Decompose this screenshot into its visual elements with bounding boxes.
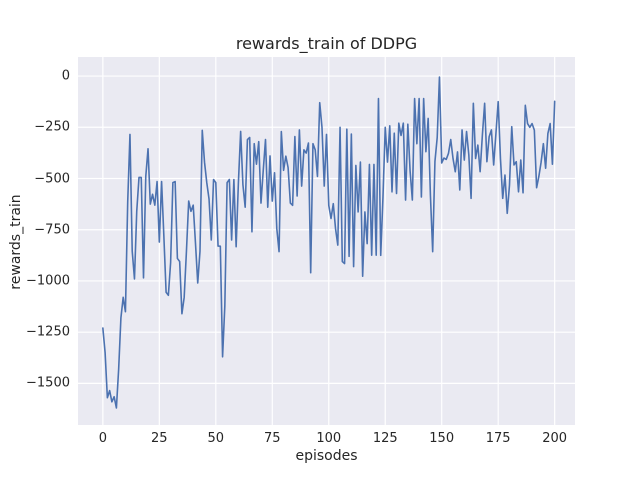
x-tick-label: 200 <box>542 431 568 446</box>
y-tick-label: 0 <box>61 68 70 84</box>
x-tick-label: 100 <box>316 431 342 446</box>
x-tick-label: 175 <box>485 431 511 446</box>
reward-line-chart <box>78 57 575 425</box>
series-line-rewards_train <box>102 76 556 409</box>
y-tick-label: −1250 <box>26 324 70 340</box>
plot-area <box>78 57 575 425</box>
y-tick-label: −1000 <box>26 273 70 289</box>
x-tick-label: 0 <box>98 431 107 446</box>
x-tick-label: 25 <box>151 431 168 446</box>
x-tick-label: 150 <box>429 431 455 446</box>
x-tick-label: 75 <box>264 431 281 446</box>
x-tick-label: 125 <box>372 431 398 446</box>
y-tick-label: −750 <box>34 222 70 238</box>
chart-title: rewards_train of DDPG <box>235 34 418 53</box>
x-tick-label: 50 <box>207 431 225 446</box>
y-tick-label: −250 <box>34 119 70 135</box>
y-tick-label: −500 <box>34 171 70 186</box>
x-axis-label: episodes <box>295 448 358 464</box>
y-tick-label: −1500 <box>26 375 70 391</box>
